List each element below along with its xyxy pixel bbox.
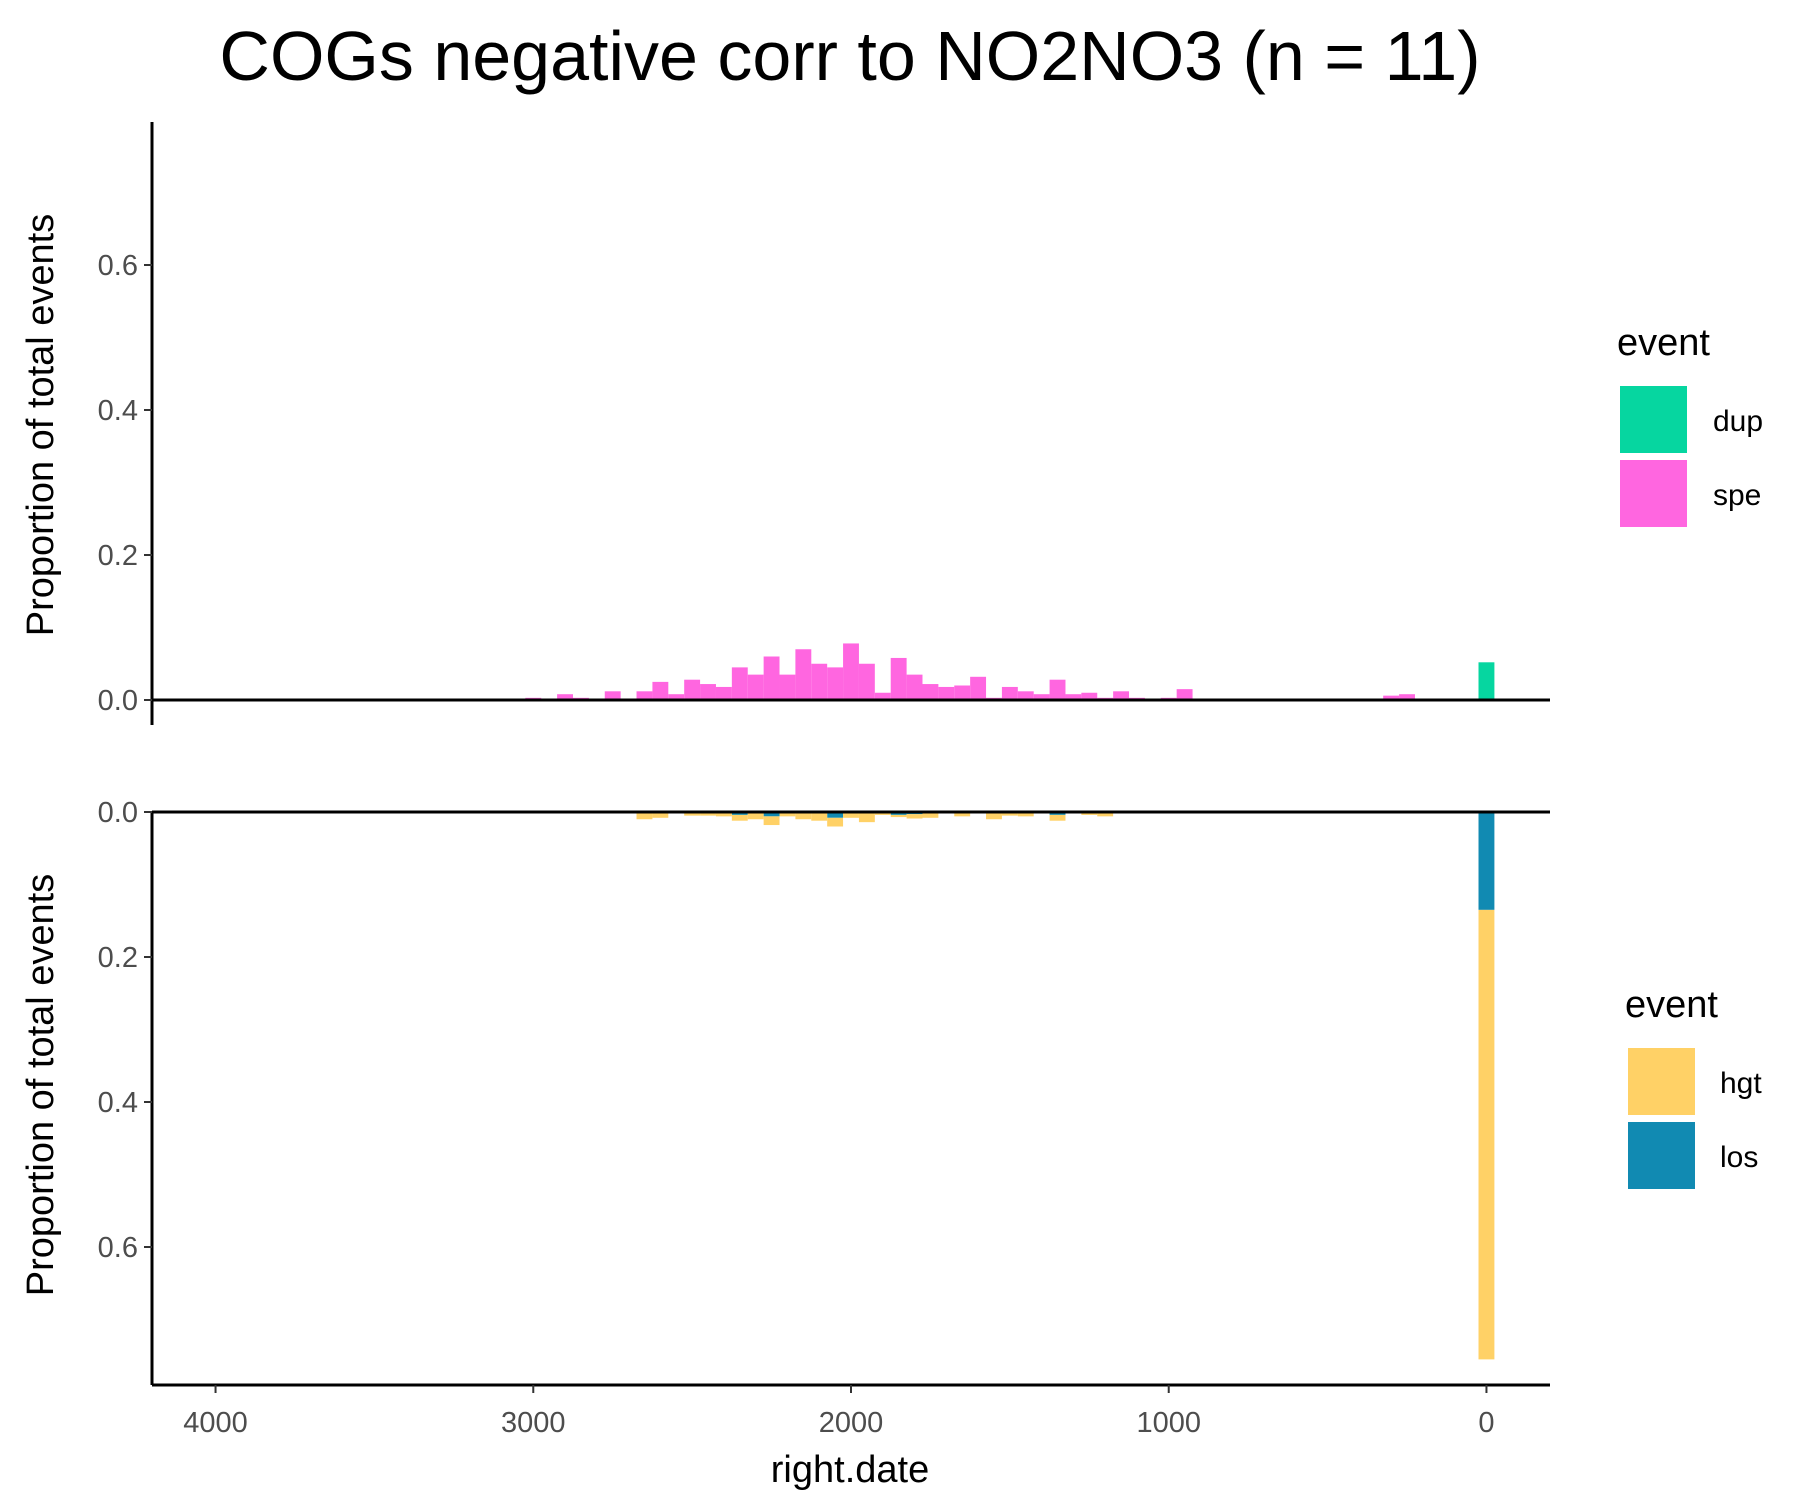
x-ticks: 4000 3000 2000 1000 0 [183, 1385, 1495, 1439]
bar-spe-1300 [1065, 694, 1082, 700]
legend-swatch-los [1628, 1122, 1695, 1189]
bar-hgt-2600 [652, 812, 669, 818]
bar-spe-2600 [652, 681, 669, 701]
bar-hgt-2000 [843, 812, 859, 818]
bar-hgt-1450 [1017, 812, 1034, 817]
top-panel-y-axis-title: Proportion of total events [20, 214, 62, 636]
bar-hgt-1850 [890, 814, 907, 818]
top-y-tick-label: 0.6 [98, 250, 138, 282]
bottom-panel-y-axis-title: Proportion of total events [20, 874, 62, 1296]
bar-spe-1700 [938, 686, 955, 700]
bottom-panel: 0.0 0.2 0.4 0.6 4000 3000 2000 1000 0 Proportio… [20, 797, 1762, 1491]
bar-spe-1350 [1049, 679, 1066, 700]
bar-spe-1600 [970, 676, 987, 700]
bar-dup-0 [1478, 662, 1495, 700]
bar-spe-2100 [811, 663, 828, 700]
bottom-y-tick-label: 0.2 [98, 942, 138, 974]
bottom-y-tick-label: 0.0 [98, 797, 138, 829]
bar-hgt-1550 [986, 812, 1002, 820]
bar-spe-1400 [1033, 694, 1050, 700]
legend-label-spe: spe [1713, 479, 1761, 512]
bar-hgt-2350 [731, 814, 748, 821]
chart-title: COGs negative corr to NO2NO3 (n = 11) [219, 17, 1480, 95]
top-panel-bars [525, 643, 1495, 701]
bottom-y-tick-label: 0.6 [98, 1232, 138, 1264]
x-axis-title: right.date [771, 1449, 929, 1491]
bar-spe-1500 [1001, 686, 1018, 700]
bar-hgt-2450 [700, 812, 716, 816]
bottom-panel-y-ticks: 0.0 0.2 0.4 0.6 [98, 797, 152, 1264]
legend-label-dup: dup [1713, 405, 1763, 438]
bar-spe-2250 [763, 656, 780, 700]
legend-swatch-dup [1620, 386, 1687, 453]
bar-hgt-2650 [636, 812, 653, 820]
bar-hgt-2100 [811, 812, 828, 821]
x-tick-label: 4000 [183, 1407, 248, 1439]
bar-hgt-2400 [715, 812, 732, 817]
bar-spe-2200 [779, 674, 796, 701]
bar-hgt-0 [1478, 909, 1495, 1360]
bar-hgt-1650 [954, 812, 971, 817]
bar-spe-250 [1399, 694, 1415, 700]
bar-hgt-2050 [827, 817, 844, 827]
bottom-legend-title: event [1625, 984, 1718, 1026]
bar-spe-1800 [906, 674, 923, 701]
bar-hgt-2300 [747, 812, 764, 820]
bar-hgt-1800 [906, 814, 923, 819]
bar-spe-2050 [827, 667, 844, 701]
bar-spe-2450 [700, 684, 716, 700]
x-tick-label: 0 [1478, 1407, 1494, 1439]
bar-spe-2750 [604, 691, 621, 700]
top-panel-y-ticks: 0.0 0.2 0.4 0.6 [98, 250, 152, 717]
bar-spe-1450 [1017, 691, 1034, 700]
bar-spe-1250 [1081, 692, 1098, 700]
x-tick-label: 1000 [1136, 1407, 1201, 1439]
legend-label-hgt: hgt [1720, 1067, 1762, 1100]
bar-spe-2500 [684, 679, 701, 700]
bar-spe-2400 [715, 686, 732, 700]
bar-spe-300 [1383, 695, 1400, 700]
bar-spe-1650 [954, 685, 971, 700]
bar-spe-2350 [731, 667, 748, 701]
top-panel-legend: event dup spe [1617, 322, 1763, 527]
x-tick-label: 3000 [501, 1407, 566, 1439]
top-panel: 0.00.20.40.6 Proportion of total events … [20, 122, 1763, 725]
bar-hgt-2500 [684, 812, 701, 816]
bar-hgt-1500 [1001, 812, 1018, 816]
bar-spe-1900 [874, 692, 891, 700]
bar-hgt-2150 [795, 812, 812, 820]
bottom-y-tick-label: 0.4 [98, 1087, 138, 1119]
bottom-panel-legend: event hgt los [1625, 984, 1762, 1189]
bar-hgt-2200 [779, 812, 796, 817]
bar-spe-2300 [747, 674, 764, 701]
legend-swatch-spe [1620, 460, 1687, 527]
bar-spe-950 [1176, 689, 1193, 701]
bar-hgt-1350 [1049, 814, 1066, 821]
bar-hgt-1750 [922, 812, 939, 818]
bar-los-2050 [827, 812, 844, 818]
legend-label-los: los [1720, 1141, 1758, 1174]
bar-los-2250 [763, 812, 780, 817]
bar-hgt-1200 [1097, 812, 1114, 817]
bar-hgt-1950 [858, 812, 875, 823]
bar-spe-1150 [1113, 691, 1130, 700]
bar-spe-2150 [795, 649, 812, 700]
bar-spe-1750 [922, 684, 939, 700]
bar-spe-1850 [890, 657, 907, 700]
top-y-tick-label: 0.4 [98, 395, 138, 427]
bottom-panel-bars [636, 812, 1495, 1360]
bar-spe-2000 [843, 643, 859, 700]
top-legend-title: event [1617, 322, 1710, 364]
bar-spe-2650 [636, 691, 653, 700]
x-tick-label: 2000 [819, 1407, 884, 1439]
bar-los-0 [1478, 812, 1495, 910]
bar-spe-1950 [858, 663, 875, 700]
bar-hgt-2250 [763, 816, 780, 826]
bar-spe-2900 [557, 694, 573, 700]
top-y-tick-label: 0.0 [98, 685, 138, 717]
top-y-tick-label: 0.2 [98, 540, 138, 572]
legend-swatch-hgt [1628, 1048, 1695, 1115]
bar-spe-2550 [668, 694, 685, 700]
